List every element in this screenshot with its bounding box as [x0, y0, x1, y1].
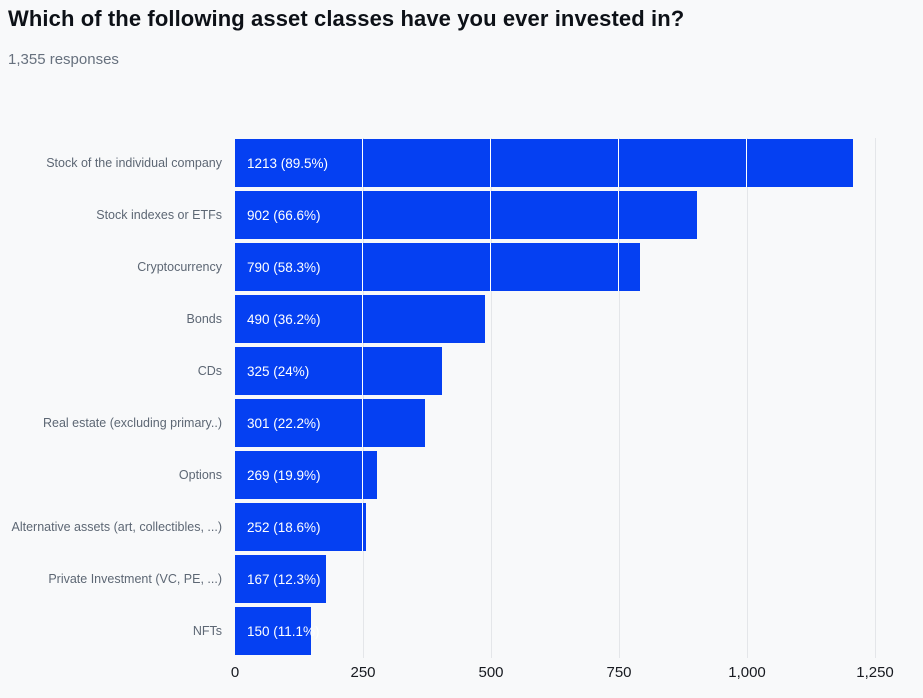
bar-value-label: 325 (24%): [247, 363, 310, 379]
bar-value-label: 790 (58.3%): [247, 259, 321, 275]
gridline-1,000: [747, 138, 748, 658]
category-label: Cryptocurrency: [137, 260, 222, 274]
bar: [235, 139, 853, 187]
category-label: CDs: [197, 364, 222, 378]
bar-value-label: 490 (36.2%): [247, 311, 321, 327]
category-label: Bonds: [186, 312, 222, 326]
gridline-750: [619, 138, 620, 658]
category-label: Options: [178, 468, 222, 482]
category-label: Stock of the individual company: [46, 156, 222, 170]
bar: [235, 451, 377, 499]
category-label: Real estate (excluding primary..): [42, 416, 222, 430]
x-axis-tick-label: 750: [606, 664, 632, 681]
bar-value-label: 301 (22.2%): [247, 415, 321, 431]
bar: [235, 399, 425, 447]
gridline-1,250: [875, 138, 876, 658]
bar: [235, 295, 485, 343]
bar: [235, 243, 640, 291]
category-label: Stock indexes or ETFs: [96, 208, 222, 222]
gridline-500: [491, 138, 492, 658]
bar-value-label: 252 (18.6%): [247, 519, 321, 535]
category-label: Alternative assets (art, collectibles, .…: [11, 520, 223, 534]
category-label: Private Investment (VC, PE, ...): [48, 572, 222, 586]
bar: [235, 347, 442, 395]
bar: [235, 503, 366, 551]
category-label: NFTs: [192, 624, 222, 638]
bar-value-label: 269 (19.9%): [247, 467, 321, 483]
bar: [235, 191, 697, 239]
x-axis-tick-label: 0: [230, 664, 240, 681]
x-axis-tick-label: 500: [478, 664, 504, 681]
x-axis-tick-label: 250: [350, 664, 376, 681]
bar: [235, 607, 311, 655]
chart-title: Which of the following asset classes hav…: [8, 6, 685, 31]
bar-value-label: 902 (66.6%): [247, 207, 321, 223]
gridline-250: [363, 138, 364, 658]
x-axis-tick-label: 1,250: [856, 664, 894, 681]
bar-value-label: 150 (11.1%): [247, 623, 320, 639]
x-axis-tick-label: 1,000: [728, 664, 766, 681]
bar: [235, 555, 326, 603]
bar-value-label: 1213 (89.5%): [247, 155, 329, 171]
response-count: 1,355 responses: [8, 51, 119, 68]
bar-value-label: 167 (12.3%): [247, 571, 321, 587]
